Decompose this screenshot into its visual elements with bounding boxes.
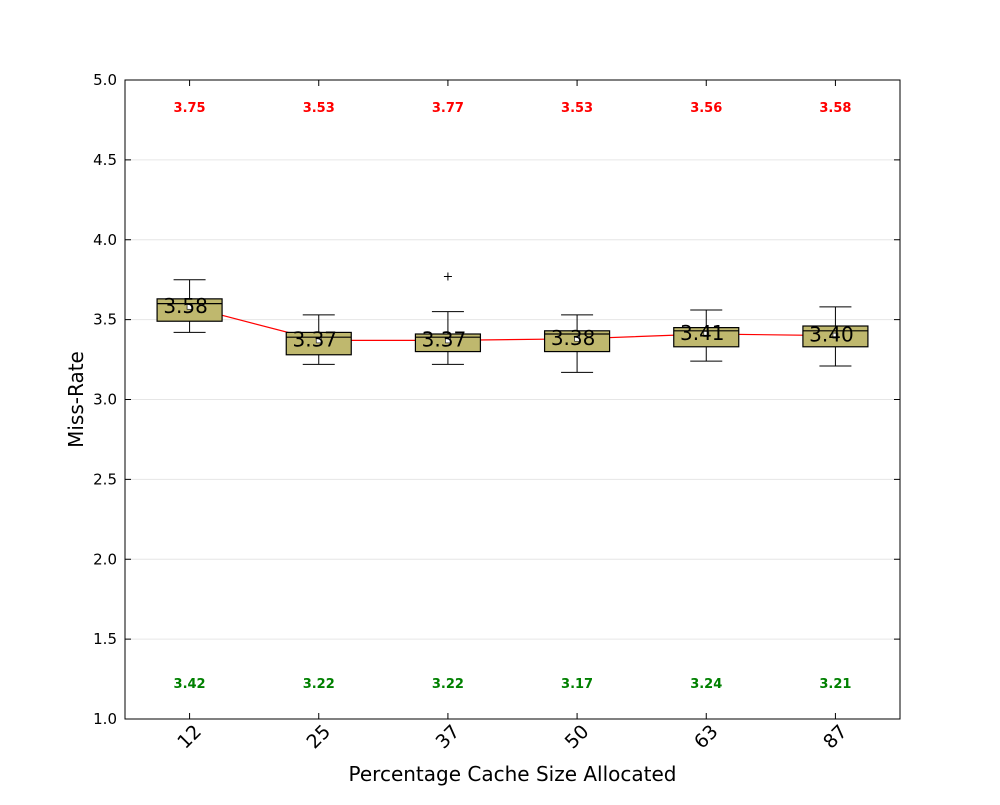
y-tick-label: 1.5: [93, 630, 117, 648]
box-12: [156, 279, 223, 333]
max-value-label: 3.58: [819, 101, 851, 116]
y-tick-label: 5.0: [93, 71, 117, 89]
box-body: [285, 331, 352, 356]
min-value-label: 3.22: [303, 677, 335, 692]
axes: 1.0 1.5 2.0 2.5 3.0 3.5 4.0 4.5 5.0 12 25 37 50 63 87: [93, 71, 900, 753]
mean-marker: [574, 335, 580, 342]
y-tick-label: 3.5: [93, 311, 117, 329]
box-50: [543, 314, 611, 373]
x-tick-label: 12: [173, 721, 206, 754]
max-value-label: 3.53: [561, 101, 593, 116]
box-25: [285, 314, 352, 365]
y-tick-label: 2.5: [93, 470, 117, 488]
x-tick-label: 63: [690, 721, 723, 754]
box-63: [673, 309, 740, 362]
min-value-label: 3.22: [432, 677, 464, 692]
y-tick-label: 4.0: [93, 231, 117, 249]
y-tick-label: 3.0: [93, 391, 117, 409]
box-87: [802, 306, 869, 367]
box-37: [414, 272, 482, 365]
max-value-label: 3.75: [174, 101, 206, 116]
max-value-label: 3.56: [690, 101, 722, 116]
boxes: [156, 272, 869, 373]
x-tick-label: 50: [561, 721, 594, 754]
max-value-label: 3.77: [432, 101, 464, 116]
mean-marker: [315, 337, 322, 344]
min-value-label: 3.42: [174, 677, 206, 692]
mean-marker: [832, 332, 839, 339]
mean-marker: [186, 303, 193, 310]
box-body: [156, 298, 223, 322]
x-axis-label: Percentage Cache Size Allocated: [349, 762, 677, 786]
y-axis-label: Miss-Rate: [64, 351, 88, 448]
x-tick-label: 25: [302, 721, 335, 754]
x-tick-label: 37: [432, 721, 465, 754]
box-body: [673, 327, 740, 348]
min-value-label: 3.21: [819, 677, 851, 692]
y-tick-label: 4.5: [93, 151, 117, 169]
mean-value-label: 3.37: [292, 327, 337, 351]
mean-marker: [445, 337, 451, 344]
value-labels: 3.75 3.42 3.58 3.53 3.22 3.37 3.77 3.22 3.37 3.53…: [163, 101, 853, 692]
mean-value-label: 3.41: [680, 321, 725, 345]
mean-value-label: 3.40: [809, 323, 854, 347]
mean-value-label: 3.37: [422, 327, 467, 351]
y-tick-label: 2.0: [93, 550, 117, 568]
max-value-label: 3.53: [303, 101, 335, 116]
min-value-label: 3.17: [561, 677, 593, 692]
min-value-label: 3.24: [690, 677, 722, 692]
mean-marker: [703, 331, 710, 337]
y-tick-label: 1.0: [93, 710, 117, 728]
x-tick-label: 87: [819, 721, 852, 754]
mean-value-label: 3.38: [551, 326, 596, 350]
grid-lines: [125, 159, 900, 640]
mean-value-label: 3.58: [163, 294, 208, 318]
